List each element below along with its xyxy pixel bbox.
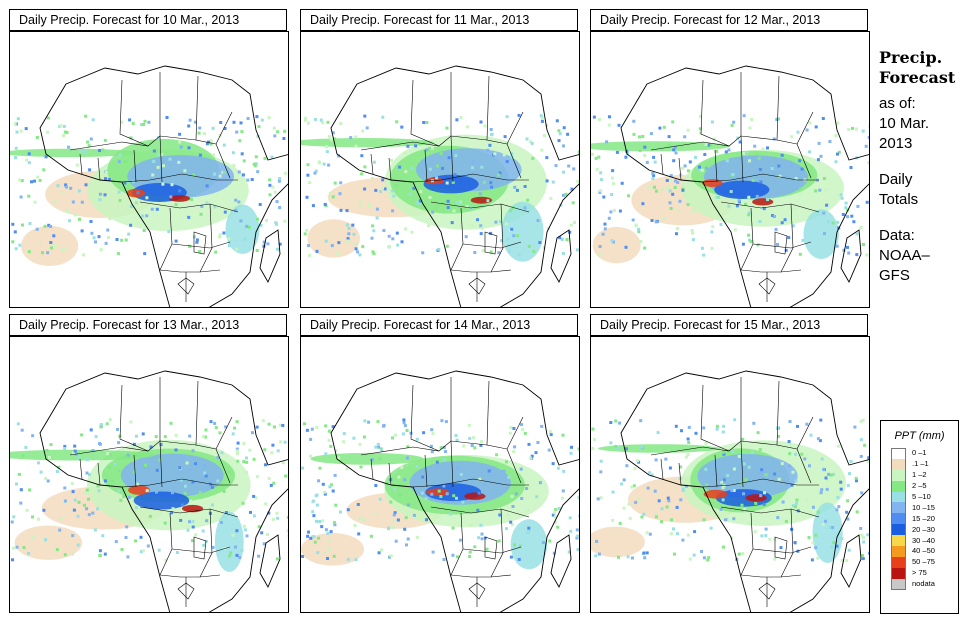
precip-map	[590, 31, 870, 308]
totals-line-1: Daily	[879, 171, 913, 188]
totals-line-2: Totals	[879, 191, 919, 208]
precip-map	[9, 336, 289, 613]
asof-date-line-2: 2013	[879, 135, 913, 152]
legend-swatch	[891, 513, 906, 525]
legend-row: 1 –2	[881, 469, 958, 481]
legend-swatch	[891, 502, 906, 514]
legend-row: 2 –5	[881, 480, 958, 492]
legend-label: 0 –1	[912, 448, 927, 458]
legend-row: > 75	[881, 567, 958, 579]
legend-swatch	[891, 469, 906, 481]
panel-title: Daily Precip. Forecast for 15 Mar., 2013	[590, 314, 868, 336]
legend-swatch	[891, 567, 906, 579]
legend-swatch	[891, 556, 906, 568]
precip-map	[300, 31, 580, 308]
source-line-2: GFS	[879, 267, 910, 284]
asof-date-line-1: 10 Mar.	[879, 115, 930, 132]
legend-label: .1 –1	[912, 459, 929, 469]
data-label: Data:	[879, 227, 915, 244]
panel-title: Daily Precip. Forecast for 10 Mar., 2013	[9, 9, 287, 31]
legend-swatch	[891, 480, 906, 492]
legend-row: .1 –1	[881, 458, 958, 470]
precip-legend: PPT (mm) 0 –1.1 –1 1 –2 2 –5 5 –10 10 –15 15 …	[880, 420, 959, 614]
asof-label: as of:	[879, 95, 916, 112]
precip-map	[300, 336, 580, 613]
panel-title: Daily Precip. Forecast for 11 Mar., 2013	[300, 9, 578, 31]
legend-label: nodata	[912, 579, 935, 589]
legend-row: 50 –75	[881, 556, 958, 568]
legend-label: 20 –30	[912, 524, 935, 534]
heading-line-2: Forecast	[879, 68, 956, 87]
panel-title: Daily Precip. Forecast for 12 Mar., 2013	[590, 9, 868, 31]
legend-label: 2 –5	[912, 481, 927, 491]
legend-row: 10 –15	[881, 502, 958, 514]
legend-swatch	[891, 546, 906, 557]
legend-swatch	[891, 448, 906, 459]
precip-map	[590, 336, 870, 613]
panel-title: Daily Precip. Forecast for 14 Mar., 2013	[300, 314, 578, 336]
legend-swatch	[891, 491, 906, 503]
legend-row: 0 –1	[881, 448, 958, 459]
panel-title: Daily Precip. Forecast for 13 Mar., 2013	[9, 314, 287, 336]
legend-row: 15 –20	[881, 513, 958, 525]
side-info: Precip. Forecast as of: 10 Mar. 2013 Dai…	[879, 48, 963, 286]
heading-line-1: Precip.	[879, 48, 943, 67]
legend-swatch	[891, 535, 906, 547]
legend-label: 15 –20	[912, 513, 935, 523]
legend-swatch	[891, 524, 906, 536]
legend-row: 5 –10	[881, 491, 958, 503]
legend-label: 50 –75	[912, 557, 935, 567]
legend-row: 40 –50	[881, 546, 958, 557]
legend-label: 40 –50	[912, 546, 935, 556]
legend-label: 5 –10	[912, 492, 931, 501]
legend-swatch	[891, 578, 906, 590]
legend-label: > 75	[912, 568, 927, 578]
precip-map	[9, 31, 289, 308]
legend-label: 30 –40	[912, 535, 935, 545]
legend-rows: 0 –1.1 –1 1 –2 2 –5 5 –10 10 –15 15 –20 20 –30…	[881, 448, 958, 590]
legend-row: 20 –30	[881, 524, 958, 536]
legend-label: 1 –2	[912, 470, 927, 480]
legend-title: PPT (mm)	[894, 430, 945, 442]
legend-label: 10 –15	[912, 502, 935, 512]
legend-row: nodata	[881, 578, 958, 590]
source-line-1: NOAA–	[879, 247, 930, 264]
legend-row: 30 –40	[881, 535, 958, 547]
legend-swatch	[891, 458, 906, 470]
